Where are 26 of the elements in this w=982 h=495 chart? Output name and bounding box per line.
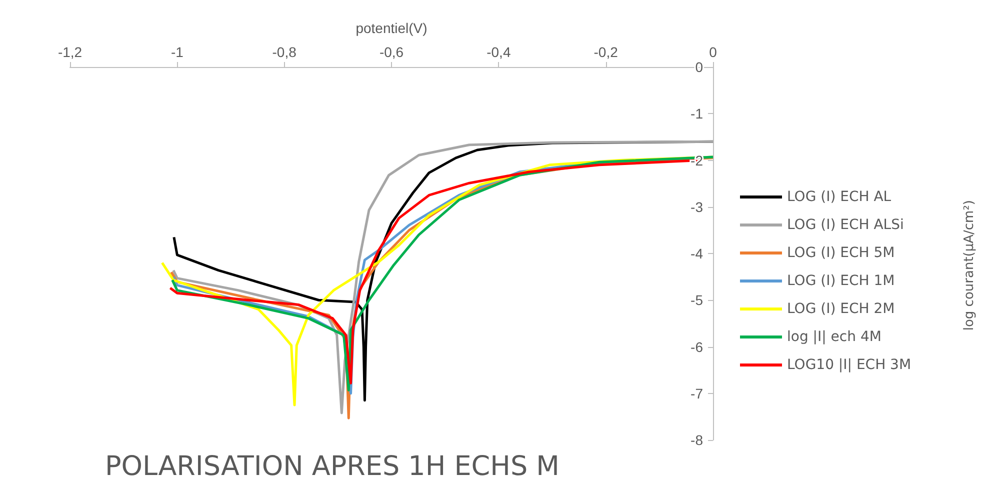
text: log courant(μA/cm²)	[962, 200, 977, 331]
x-tick-label: -1,2	[58, 44, 82, 60]
legend-label: LOG10 |I| ECH 3M	[787, 357, 912, 373]
y-tick-label: 0	[695, 59, 704, 75]
y-tick-label: -4	[690, 246, 704, 262]
legend-label: LOG (I) ECH 1M	[787, 273, 895, 289]
y-tick-label: -5	[690, 292, 704, 308]
y-tick-label: -3	[690, 198, 704, 215]
legend-label: LOG (I) ECH 2M	[787, 301, 895, 317]
x-axis-title: potentiel(V)	[356, 20, 428, 36]
text: POLARISATION APRES 1H ECHS M	[105, 451, 560, 482]
x-tick-label: -1	[170, 44, 184, 60]
legend-label: LOG (I) ECH 5M	[787, 245, 895, 261]
y-tick-label: -8	[690, 432, 704, 448]
legend-label: LOG (I) ECH AL	[787, 189, 892, 205]
x-tick-label: 0	[709, 44, 718, 60]
legend-label: LOG (I) ECH ALSi	[787, 217, 904, 233]
y-tick-label: -7	[690, 385, 704, 402]
x-tick-label: -0,4	[486, 44, 511, 60]
y-tick-label: -6	[690, 338, 704, 355]
y-tick-label: -2	[690, 152, 704, 168]
y-tick-label: -1	[690, 106, 704, 122]
x-tick-label: -0,8	[272, 44, 297, 60]
x-tick-label: -0,6	[379, 44, 404, 60]
x-tick-label: -0,2	[594, 44, 618, 60]
legend-label: log |I| ech 4M	[787, 329, 882, 345]
